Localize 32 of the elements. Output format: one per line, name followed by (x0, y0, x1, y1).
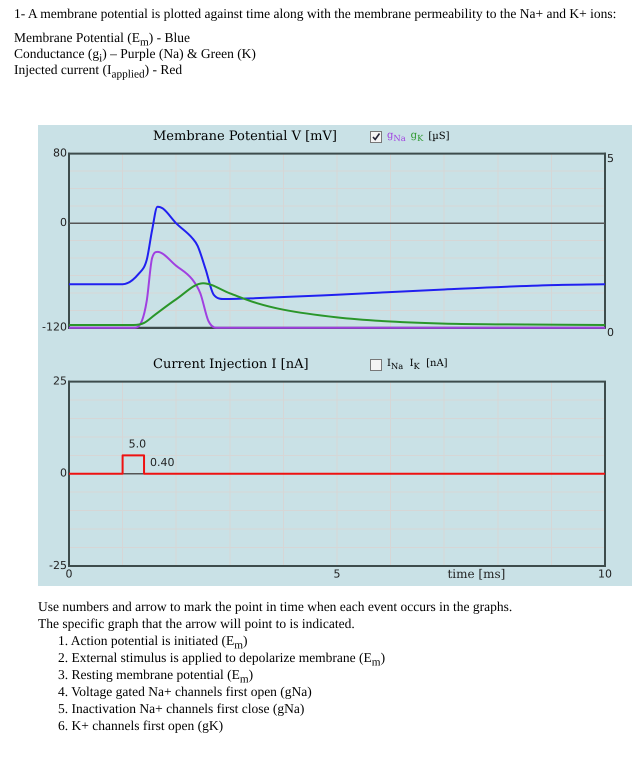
y-tick-label: 80 (53, 146, 67, 160)
x-tick-label: 5 (334, 567, 340, 580)
chart-title: Membrane Potential V [mV] (153, 129, 337, 144)
legend-title: [µS] (428, 131, 450, 142)
y-tick-label: 0 (60, 216, 67, 230)
text: g$_{Na}$ (387, 130, 406, 143)
text: The specific graph that the arrow will point to is indicated. (38, 615, 356, 632)
text: Injected current (I$_{applied}$) - Red (14, 62, 184, 81)
annotation: 5.0 (128, 438, 146, 451)
text: 6. K+ channels first open (gK) (58, 717, 224, 734)
chart-title: Current Injection I [nA] (153, 357, 309, 372)
y-tick-label: -25 (49, 558, 67, 572)
y2-tick-label: 0 (607, 326, 614, 340)
text: Membrane Potential (E$_{m}$) - Blue (14, 30, 191, 49)
y-tick-label: 0 (60, 466, 67, 480)
text: Conductance (g$_{i}$) – Purple (Na) & Green (K) (14, 46, 257, 65)
text: 2. External stimulus is applied to depolarize membrane (E$_{m}$) (58, 649, 386, 669)
y-tick-label: -120 (42, 320, 67, 334)
x-tick-label: 10 (598, 567, 612, 580)
text: g$_{K}$ (410, 130, 424, 143)
annotation: 0.40 (150, 456, 175, 470)
y2-tick-label: 5 (607, 152, 614, 165)
text: 5. Inactivation Na+ channels first close (gNa) (58, 700, 306, 717)
x-axis-title: time [ms] (447, 567, 506, 582)
legend-title: I$_{Na}$ I$_{K}$ [nA] (387, 358, 448, 371)
text: Use numbers and arrow to mark the point in time when each event occurs in the graphs. (38, 598, 514, 615)
y-tick-label: 25 (53, 374, 67, 388)
text: 1- A membrane potential is plotted against time along with the membrane permeability to the Na+ and K+ ions: (14, 6, 618, 22)
text: 1. Action potential is initiated (E$_{m}$) (58, 632, 248, 652)
line-series (68, 206, 606, 300)
text: 4. Voltage gated Na+ channels first open (gNa) (58, 683, 313, 700)
text: 3. Resting membrane potential (E$_{m}$) (58, 667, 254, 686)
